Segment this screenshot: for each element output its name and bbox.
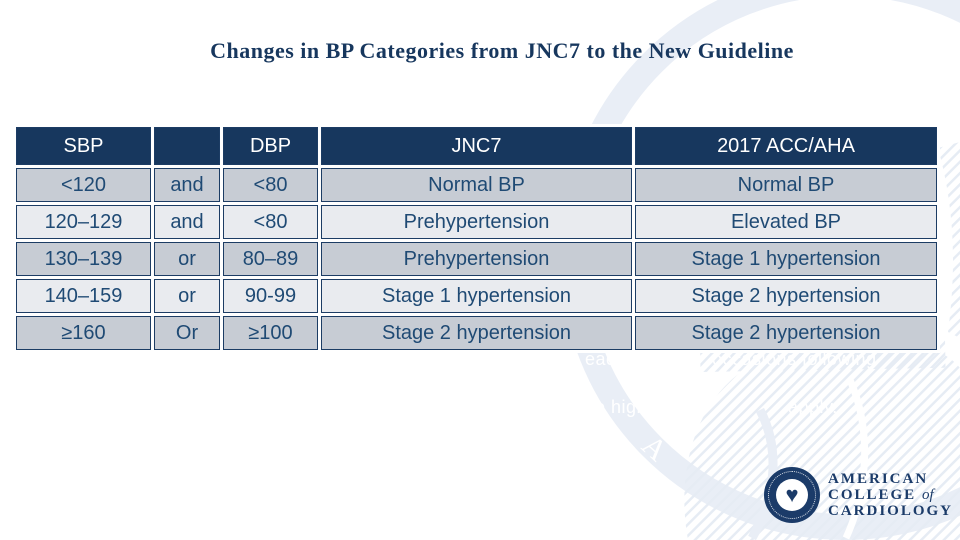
cell-acc-aha: Stage 2 hypertension	[635, 279, 937, 313]
cell-sbp: 140–159	[16, 279, 151, 313]
column-header-jnc7: JNC7	[321, 127, 632, 165]
cell-conjunction: or	[154, 242, 220, 276]
cell-dbp: 90-99	[223, 279, 318, 313]
table-row: 120–129 and <80 Prehypertension Elevated…	[16, 205, 937, 239]
cell-acc-aha: Stage 2 hypertension	[635, 316, 937, 350]
cell-dbp: 80–89	[223, 242, 318, 276]
cell-sbp: ≥160	[16, 316, 151, 350]
table-row: <120 and <80 Normal BP Normal BP	[16, 168, 937, 202]
cell-dbp: <80	[223, 168, 318, 202]
column-header-andor	[154, 127, 220, 165]
seal-text-ring	[768, 471, 816, 519]
cell-conjunction: and	[154, 168, 220, 202]
cell-sbp: 130–139	[16, 242, 151, 276]
cell-dbp: <80	[223, 205, 318, 239]
cell-sbp: 120–129	[16, 205, 151, 239]
footnote-fragment: eadings on	[585, 349, 679, 369]
cell-conjunction: Or	[154, 316, 220, 350]
column-header-dbp: DBP	[223, 127, 318, 165]
cell-jnc7: Normal BP	[321, 168, 632, 202]
bp-categories-table: SBP DBP JNC7 2017 ACC/AHA <120 and <80 N…	[13, 124, 940, 353]
table-row: 140–159 or 90-99 Stage 1 hypertension St…	[16, 279, 937, 313]
heart-icon: ♥	[776, 479, 808, 511]
cell-jnc7: Prehypertension	[321, 205, 632, 239]
table-row: 130–139 or 80–89 Prehypertension Stage 1…	[16, 242, 937, 276]
footnote-fragment: occasions following	[712, 349, 877, 369]
watermark-ring-letter-o: O	[630, 510, 669, 540]
cell-jnc7: Stage 2 hypertension	[321, 316, 632, 350]
cell-sbp: <120	[16, 168, 151, 202]
footnote-fragment: the higher	[579, 397, 665, 417]
cell-acc-aha: Stage 1 hypertension	[635, 242, 937, 276]
column-header-2017-acc-aha: 2017 ACC/AHA	[635, 127, 937, 165]
slide-title: Changes in BP Categories from JNC7 to th…	[210, 38, 794, 63]
cell-acc-aha: Elevated BP	[635, 205, 937, 239]
cell-conjunction: or	[154, 279, 220, 313]
header-row: SBP DBP JNC7 2017 ACC/AHA	[16, 127, 937, 165]
acc-wordmark-line1: AMERICAN	[828, 471, 929, 487]
column-header-sbp: SBP	[16, 127, 151, 165]
watermark-vessel-line	[748, 407, 778, 540]
acc-seal-logo: ♥	[764, 467, 820, 523]
cell-conjunction: and	[154, 205, 220, 239]
acc-wordmark-line2: COLLEGE of	[828, 487, 934, 503]
watermark-ring-dot: •	[626, 464, 634, 489]
acc-wordmark-of: of	[921, 487, 934, 503]
watermark-right-sliver	[938, 142, 960, 338]
cell-acc-aha: Normal BP	[635, 168, 937, 202]
cell-jnc7: Prehypertension	[321, 242, 632, 276]
acc-wordmark-line3: CARDIOLOGY	[828, 503, 954, 519]
cell-dbp: ≥100	[223, 316, 318, 350]
watermark-ring-letter-a: A	[635, 429, 673, 468]
cell-jnc7: Stage 1 hypertension	[321, 279, 632, 313]
acc-wordmark: AMERICAN COLLEGE of CARDIOLOGY	[828, 471, 953, 519]
footnote-fragment: apply.	[788, 397, 838, 417]
table-row: ≥160 Or ≥100 Stage 2 hypertension Stage …	[16, 316, 937, 350]
